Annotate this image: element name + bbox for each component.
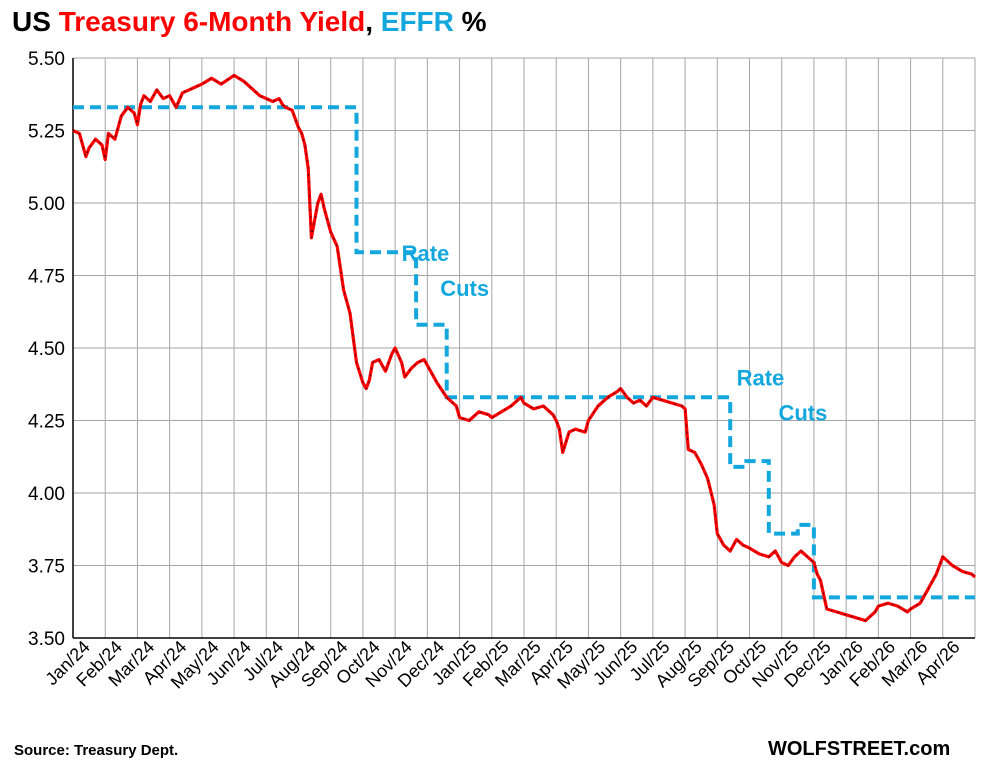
yield-line-overlay <box>72 74 976 622</box>
y-tick-label: 5.50 <box>28 49 65 70</box>
source-note: Source: Treasury Dept. <box>14 742 179 759</box>
y-tick-label: 5.00 <box>28 194 65 215</box>
y-tick-label: 5.25 <box>28 122 65 143</box>
y-tick-label: 3.75 <box>28 557 65 578</box>
title-us: US <box>12 6 59 37</box>
y-tick-label: 4.25 <box>28 412 65 433</box>
y-tick-label: 4.75 <box>28 267 65 288</box>
y-tick-label: 4.00 <box>28 484 65 505</box>
rate-cuts-annotation: Rate <box>737 366 785 391</box>
y-tick-label: 4.50 <box>28 339 65 360</box>
title-comma: , <box>365 6 381 37</box>
title-yield: Treasury 6-Month Yield <box>58 6 366 37</box>
rate-cuts-annotation: Cuts <box>778 401 827 426</box>
chart-title: US Treasury 6-Month Yield, EFFR % <box>12 6 487 38</box>
wolfstreet-brand: WOLFSTREET.com <box>768 738 951 760</box>
y-tick-label: 3.50 <box>28 629 65 650</box>
effr-line <box>73 105 975 600</box>
rate-cuts-annotation: Rate <box>402 241 450 266</box>
rate-cuts-annotation: Cuts <box>440 276 489 301</box>
title-percent: % <box>453 6 487 37</box>
title-effr: EFFR <box>380 6 454 37</box>
